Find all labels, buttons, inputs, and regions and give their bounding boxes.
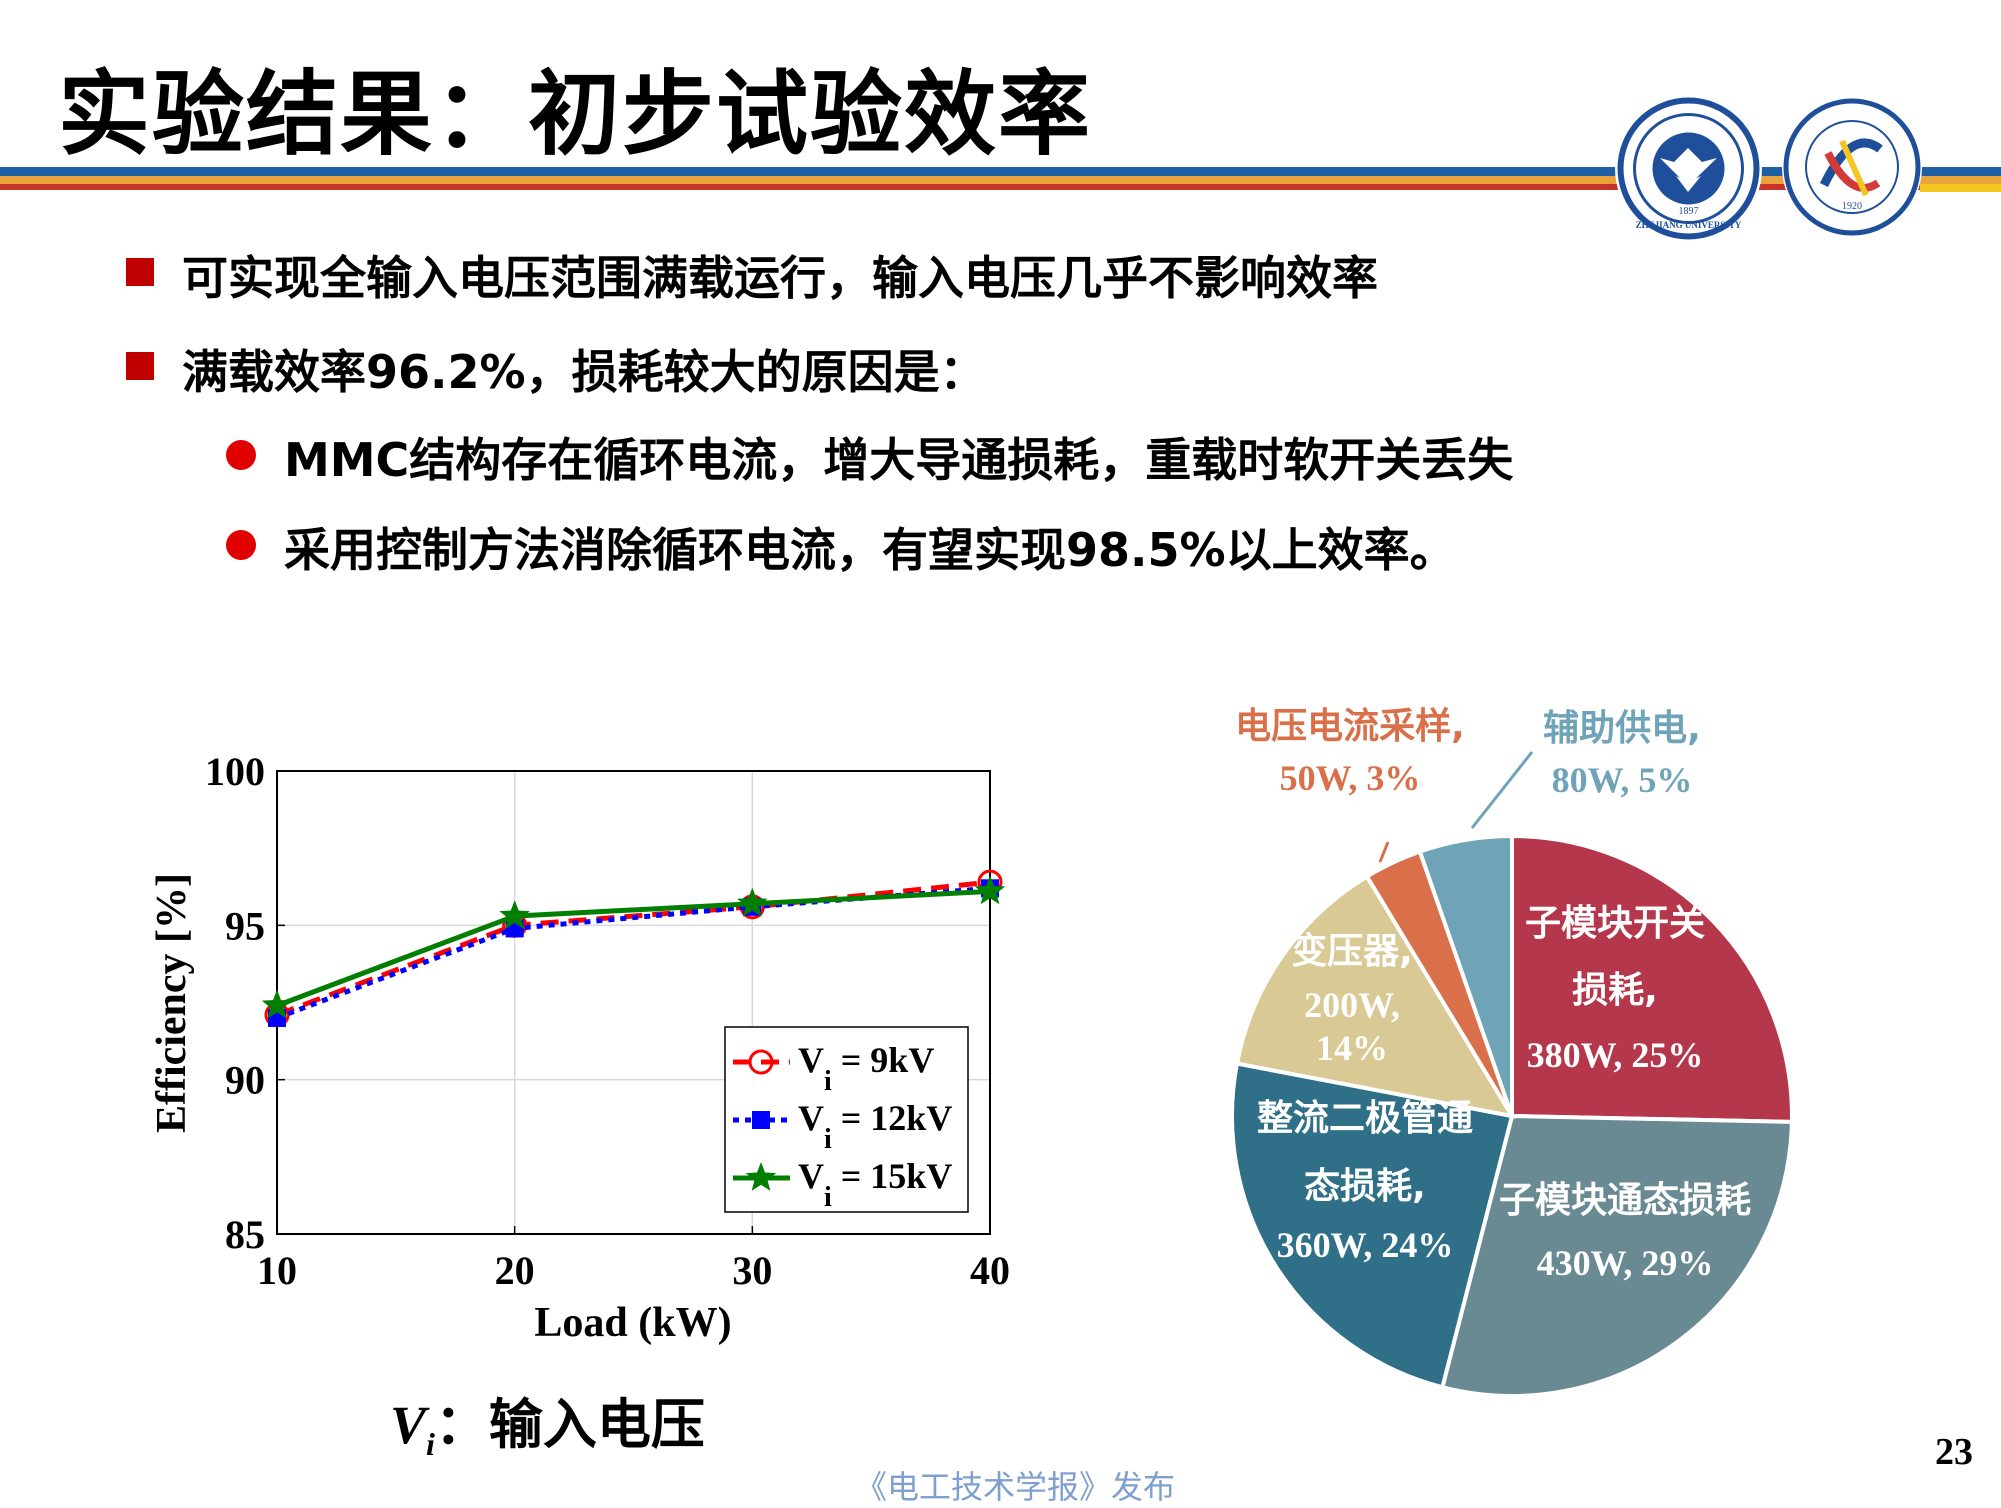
pie-label-transformer-3: 14% xyxy=(1316,1028,1388,1068)
x-tick-label: 10 xyxy=(257,1248,297,1293)
legend-label: Vi = 9kV xyxy=(798,1040,934,1097)
header-band-red xyxy=(0,184,2001,190)
legend-label: Vi = 12kV xyxy=(798,1098,952,1155)
caption-text: ：输入电压 xyxy=(434,1393,705,1456)
y-axis-label: Efficiency [%] xyxy=(149,873,195,1133)
legend-label-rest: = 9kV xyxy=(832,1040,935,1080)
bullet-text-2: 满载效率96.2%，损耗较大的原因是： xyxy=(182,345,986,399)
y-tick-label: 100 xyxy=(205,749,265,794)
data-point-star xyxy=(499,900,530,929)
data-point-star xyxy=(261,989,293,1019)
pie-labels: 子模块开关 损耗, 380W, 25% 子模块通态损耗 430W, 29% 整流… xyxy=(1235,706,1751,1283)
college-logo-year: 1920 xyxy=(1842,201,1862,212)
zju-logo: 1897 ZHEJIANG UNIVERSITY xyxy=(1615,95,1762,242)
y-tick-label: 85 xyxy=(225,1212,265,1257)
leader-line-aux xyxy=(1470,751,1534,829)
legend-label: Vi = 15kV xyxy=(798,1156,952,1213)
loss-pie-chart: 子模块开关 损耗, 380W, 25% 子模块通态损耗 430W, 29% 整流… xyxy=(1230,706,1794,1398)
legend-label-sub: i xyxy=(824,1182,832,1213)
pie-slices xyxy=(1230,833,1794,1398)
page-number: 23 xyxy=(1935,1431,1973,1473)
series-line xyxy=(276,879,991,1018)
legend-entry-1: Vi = 12kV xyxy=(733,1098,952,1155)
caption-variable-sub: i xyxy=(426,1425,435,1462)
data-point-square xyxy=(752,1111,770,1129)
y-tick-label: 95 xyxy=(225,903,265,948)
header-band-orange xyxy=(0,176,2001,184)
pie-slice-0 xyxy=(1510,833,1794,1124)
bullet-dot-icon xyxy=(226,530,256,560)
series-2 xyxy=(261,875,1006,1019)
zju-logo-text: ZHEJIANG UNIVERSITY xyxy=(1636,220,1742,230)
college-logo: 1920 xyxy=(1782,97,1922,237)
data-point-star xyxy=(737,887,768,917)
header-band-blue xyxy=(0,167,2001,176)
bullet-square-icon xyxy=(126,258,154,286)
chart-caption: Vi：输入电压 xyxy=(390,1380,705,1463)
chart-series xyxy=(261,869,1006,1028)
bullet-text-3: MMC结构存在循环电流，增大导通损耗，重载时软开关丢失 xyxy=(284,433,1514,487)
data-point-star xyxy=(745,1162,777,1191)
legend-label-main: V xyxy=(798,1040,824,1080)
legend-label-main: V xyxy=(798,1156,824,1196)
y-tick-label: 90 xyxy=(225,1058,265,1103)
series-1 xyxy=(268,879,999,1027)
bullet-text-4: 采用控制方法消除循环电流，有望实现98.5%以上效率。 xyxy=(284,523,1456,577)
pie-label-switch-2: 损耗, xyxy=(1572,970,1658,1011)
legend-entry-0: Vi = 9kV xyxy=(733,1040,934,1097)
page-title: 实验结果：初步试验效率 xyxy=(58,61,1093,168)
legend-label-rest: = 15kV xyxy=(832,1156,953,1196)
x-axis-label: Load (kW) xyxy=(534,1300,731,1346)
legend-label-rest: = 12kV xyxy=(832,1098,953,1138)
series-line xyxy=(276,888,991,1008)
zju-logo-icon: 1897 ZHEJIANG UNIVERSITY xyxy=(1617,97,1760,240)
pie-label-switch-3: 380W, 25% xyxy=(1527,1035,1704,1075)
pie-label-diode-3: 360W, 24% xyxy=(1277,1225,1454,1265)
pie-label-sampling-2: 50W, 3% xyxy=(1280,758,1421,798)
pie-slice-1 xyxy=(1439,1113,1794,1398)
pie-label-aux-1: 辅助供电, xyxy=(1543,708,1701,749)
x-tick-label: 40 xyxy=(970,1248,1010,1293)
series-line xyxy=(276,885,991,1021)
pie-slice-3 xyxy=(1234,873,1517,1119)
pie-label-switch-1: 子模块开关 xyxy=(1525,903,1705,944)
legend-entry-2: Vi = 15kV xyxy=(733,1156,952,1213)
footer-source: 《电工技术学报》发布 xyxy=(855,1468,1176,1506)
leader-line-sampling xyxy=(1378,841,1390,863)
pie-slice-2 xyxy=(1230,1061,1515,1390)
data-point-circle xyxy=(748,1049,774,1075)
header-band-yellow xyxy=(1920,184,2001,192)
pie-slice-5 xyxy=(1417,833,1514,1117)
pie-label-transformer-2: 200W, xyxy=(1304,985,1400,1025)
pie-label-sampling-1: 电压电流采样, xyxy=(1235,706,1465,747)
bullet-dot-icon xyxy=(226,440,256,470)
chart-ticks: 10 20 30 40 85 90 95 100 xyxy=(205,749,1010,1293)
x-tick-label: 20 xyxy=(495,1248,535,1293)
bullet-square-icon xyxy=(126,352,154,380)
x-tick-label: 30 xyxy=(732,1248,772,1293)
efficiency-line-chart: 10 20 30 40 85 90 95 100 Load (kW) Efficiency [… xyxy=(149,749,1010,1346)
pie-label-aux-2: 80W, 5% xyxy=(1552,760,1693,800)
pie-label-conduction-2: 430W, 29% xyxy=(1537,1243,1714,1283)
legend-label-sub: i xyxy=(824,1066,832,1097)
pie-label-diode-2: 态损耗, xyxy=(1304,1166,1426,1207)
caption-variable: V xyxy=(390,1395,427,1455)
legend-label-main: V xyxy=(798,1098,824,1138)
bullet-text-1: 可实现全输入电压范围满载运行，输入电压几乎不影响效率 xyxy=(182,251,1378,305)
legend-label-sub: i xyxy=(824,1124,832,1155)
pie-label-conduction-1: 子模块通态损耗 xyxy=(1499,1180,1751,1221)
pie-label-transformer-1: 变压器, xyxy=(1291,930,1413,972)
data-point-star xyxy=(974,875,1006,905)
zju-logo-year: 1897 xyxy=(1679,206,1699,217)
college-logo-icon: 1920 xyxy=(1783,98,1921,236)
pie-label-diode-1: 整流二极管通 xyxy=(1257,1098,1473,1139)
